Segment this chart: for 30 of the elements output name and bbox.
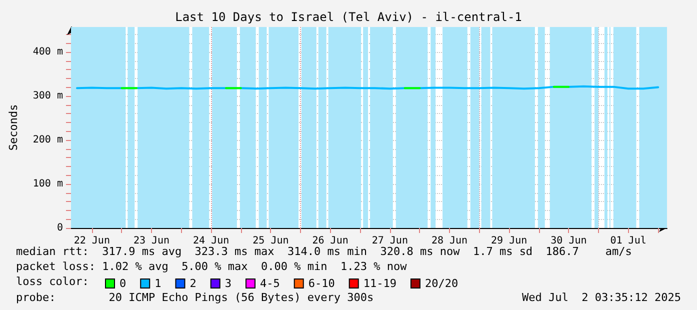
x-tick-label: 25 Jun [252, 236, 289, 246]
y-tick-label: 400 m [32, 46, 63, 58]
y-tick-label: 100 m [32, 178, 63, 190]
x-tick-label: 01 Jul [610, 236, 646, 246]
legend-label: 0 [120, 277, 126, 290]
text: probe: 20 ICMP Echo Pings (56 Bytes) every 300s [16, 291, 374, 304]
legend-label: 11-19 [363, 277, 396, 290]
legend-label: 20/20 [424, 277, 458, 290]
legend-label: 4-5 [260, 277, 280, 290]
x-tick-label: 23 Jun [133, 236, 170, 246]
legend-title: loss color: [16, 275, 89, 288]
legend-label: 2 [190, 277, 196, 290]
y-tick-label: 200 m [32, 134, 63, 146]
chart-title: Last 10 Days to Israel (Tel Aviv) - il-central-1 [175, 10, 522, 24]
y-tick-label: 0 [56, 222, 63, 234]
x-tick-label: 22 Jun [74, 236, 110, 246]
y-tick-label: 300 m [32, 90, 63, 102]
x-tick-label: 24 Jun [193, 236, 230, 246]
x-tick-label: 28 Jun [431, 236, 468, 246]
legend-label: 1 [154, 277, 162, 290]
x-tick-label: 29 Jun [491, 236, 528, 246]
text: median rtt: 317.9 ms avg 323.3 ms max 314.0 ms min 320.8 ms now 1.7 ms sd 186.7 am/s [16, 245, 632, 258]
x-tick-label: 27 Jun [372, 236, 408, 246]
y-axis-title: Seconds [7, 104, 20, 151]
legend-label: 6-10 [308, 277, 335, 290]
x-tick-label: 30 Jun [550, 236, 587, 246]
x-tick-label: 26 Jun [312, 236, 348, 246]
text: packet loss: 1.02 % avg 5.00 % max 0.00 % min 1.23 % now [16, 260, 408, 273]
text: Wed Jul 2 03:35:12 2025 [522, 291, 682, 304]
legend-label: 3 [224, 277, 232, 290]
